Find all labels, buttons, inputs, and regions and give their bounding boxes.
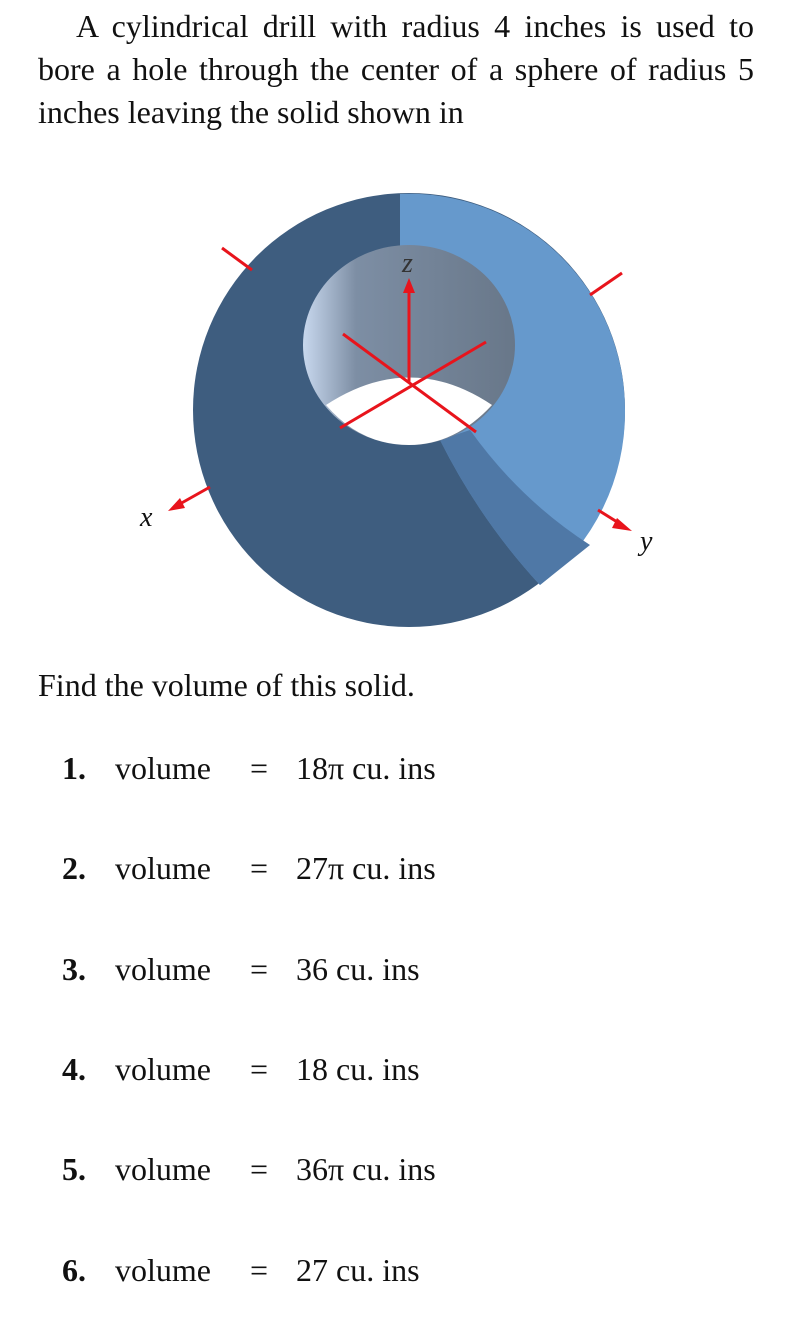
- option: 3. volume = 36 cu. ins: [0, 951, 790, 995]
- arrowhead: [168, 498, 185, 511]
- option-rhs: 27π cu. ins: [296, 850, 436, 887]
- option-lhs: volume: [115, 1151, 211, 1188]
- option: 1. volume = 18π cu. ins: [0, 750, 790, 794]
- option-rhs: 27 cu. ins: [296, 1251, 420, 1288]
- arrowhead: [403, 278, 415, 293]
- option-equals: =: [250, 950, 269, 987]
- option-lhs: volume: [115, 1251, 211, 1288]
- option-lhs: volume: [115, 950, 211, 987]
- option-number: 2.: [62, 850, 86, 887]
- option: 2. volume = 27π cu. ins: [0, 850, 790, 894]
- option-number: 6.: [62, 1251, 86, 1288]
- option-rhs: 36π cu. ins: [296, 1151, 436, 1188]
- x-axis: [177, 485, 211, 507]
- z-label: z: [401, 248, 413, 279]
- option-rhs: 18π cu. ins: [296, 750, 436, 786]
- option-number: 1.: [62, 750, 86, 786]
- x-label: x: [139, 502, 153, 533]
- option-equals: =: [250, 1151, 269, 1188]
- option-number: 4.: [62, 1050, 86, 1087]
- arrowheads: [168, 278, 632, 531]
- option-equals: =: [250, 850, 269, 887]
- option: 6. volume = 27 cu. ins: [0, 1252, 790, 1296]
- axis-line: [342, 332, 477, 434]
- option-equals: =: [250, 1050, 269, 1087]
- option-equals: =: [250, 750, 269, 786]
- option: 5. volume = 36π cu. ins: [0, 1151, 790, 1195]
- axis-line: [339, 340, 487, 430]
- option-number: 3.: [62, 950, 86, 987]
- axis-stub: [589, 271, 623, 297]
- problem-text: A cylindrical drill with radius 4 inches…: [38, 8, 754, 130]
- option-lhs: volume: [115, 750, 211, 786]
- axis-stub: [221, 246, 253, 272]
- sphere-shade: [440, 430, 590, 585]
- option-rhs: 18 cu. ins: [296, 1050, 420, 1087]
- solid: [193, 193, 626, 627]
- option-lhs: volume: [115, 1050, 211, 1087]
- figure: z x y: [139, 193, 653, 627]
- option: 4. volume = 18 cu. ins: [0, 1051, 790, 1095]
- y-label: y: [637, 526, 653, 557]
- hole-opening: [326, 377, 492, 445]
- option-number: 5.: [62, 1151, 86, 1188]
- option-lhs: volume: [115, 850, 211, 887]
- prompt: Find the volume of this solid.: [38, 667, 415, 703]
- option-rhs: 36 cu. ins: [296, 950, 420, 987]
- arrowhead: [612, 518, 632, 531]
- option-equals: =: [250, 1251, 269, 1288]
